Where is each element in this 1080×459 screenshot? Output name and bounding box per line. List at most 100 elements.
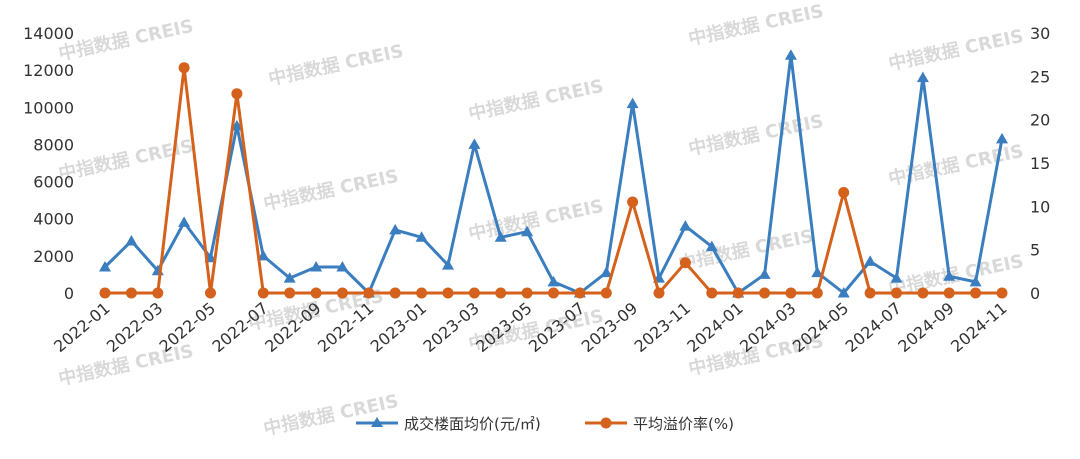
data-point-premium-rate: [627, 196, 639, 208]
data-point-floor-price: [916, 71, 929, 83]
data-point-premium-rate: [125, 287, 137, 299]
legend-item-price: 成交楼面均价(元/㎡): [356, 415, 541, 433]
data-point-premium-rate: [416, 287, 428, 299]
data-point-premium-rate: [996, 287, 1008, 299]
data-point-premium-rate: [442, 287, 454, 299]
legend-circle-marker-icon: [600, 417, 612, 429]
data-point-floor-price: [230, 119, 243, 131]
series-premium-rate: [99, 62, 1008, 299]
right-y-tick-label: 10: [1030, 197, 1050, 216]
data-point-premium-rate: [257, 287, 269, 299]
data-point-floor-price: [310, 261, 323, 272]
left-y-tick-label: 8000: [33, 135, 74, 154]
data-point-premium-rate: [811, 287, 823, 299]
data-point-floor-price: [705, 240, 718, 252]
data-point-premium-rate: [468, 287, 480, 299]
legend-triangle-marker-icon: [371, 417, 383, 427]
data-point-floor-price: [969, 275, 982, 287]
data-point-premium-rate: [679, 257, 691, 269]
data-point-floor-price: [837, 287, 850, 298]
data-point-premium-rate: [970, 287, 982, 299]
left-y-tick-label: 14000: [23, 24, 74, 43]
data-point-premium-rate: [310, 287, 322, 299]
data-point-floor-price: [811, 266, 824, 278]
right-y-tick-label: 20: [1030, 111, 1050, 130]
right-y-tick-label: 0: [1030, 284, 1040, 303]
watermark-text: 中指数据 CREIS: [886, 25, 1025, 75]
x-tick-label: 2024-11: [947, 299, 1010, 357]
x-tick-label: 2023-11: [631, 299, 694, 357]
left-y-tick-label: 6000: [33, 173, 74, 192]
data-point-premium-rate: [891, 287, 902, 299]
left-y-axis: 0 2000 4000 6000 8000 10000 12000 14000: [23, 24, 74, 303]
legend-label-price: 成交楼面均价(元/㎡): [404, 415, 541, 433]
data-point-floor-price: [864, 255, 877, 266]
data-point-premium-rate: [943, 287, 955, 299]
data-point-premium-rate: [759, 287, 771, 299]
data-point-premium-rate: [838, 187, 850, 198]
data-point-floor-price: [494, 231, 507, 242]
right-y-tick-label: 25: [1030, 67, 1050, 86]
data-point-floor-price: [679, 220, 692, 231]
x-tick-label: 2024-01: [683, 299, 746, 357]
data-point-premium-rate: [152, 287, 164, 299]
data-point-premium-rate: [548, 287, 559, 299]
data-point-floor-price: [389, 223, 402, 235]
left-y-tick-label: 12000: [23, 61, 74, 80]
right-y-tick-label: 15: [1030, 154, 1050, 173]
data-point-premium-rate: [363, 287, 375, 299]
data-point-floor-price: [626, 97, 639, 109]
data-point-floor-price: [758, 268, 771, 279]
data-point-premium-rate: [284, 287, 296, 299]
data-point-floor-price: [283, 272, 296, 283]
left-y-tick-label: 0: [64, 284, 74, 303]
data-point-premium-rate: [178, 62, 190, 74]
data-point-floor-price: [178, 216, 191, 227]
watermark-text: 中指数据 CREIS: [56, 15, 195, 65]
data-point-premium-rate: [864, 287, 876, 299]
data-point-premium-rate: [495, 287, 507, 299]
right-y-tick-label: 5: [1030, 241, 1040, 260]
data-point-floor-price: [125, 235, 138, 246]
watermark-text: 中指数据 CREIS: [676, 225, 815, 275]
data-point-premium-rate: [99, 287, 111, 299]
watermark-text: 中指数据 CREIS: [266, 40, 405, 90]
data-point-floor-price: [784, 49, 797, 60]
data-point-premium-rate: [600, 287, 612, 299]
data-point-floor-price: [547, 275, 560, 287]
data-point-floor-price: [521, 225, 534, 237]
data-point-floor-price: [600, 266, 613, 278]
data-point-floor-price: [890, 272, 903, 283]
data-point-premium-rate: [231, 88, 243, 100]
data-point-premium-rate: [706, 287, 718, 299]
watermark-text: 中指数据 CREIS: [886, 140, 1025, 190]
x-tick-label: 2024-07: [842, 299, 905, 357]
data-point-premium-rate: [205, 287, 216, 299]
data-point-premium-rate: [653, 287, 665, 299]
series-floor-price: [99, 49, 1008, 298]
data-point-premium-rate: [917, 287, 929, 299]
legend: 成交楼面均价(元/㎡) 平均溢价率(%): [356, 415, 734, 433]
watermark-text: 中指数据 CREIS: [466, 195, 605, 245]
right-y-axis: 0 5 10 15 20 25 30: [1030, 24, 1050, 303]
watermark-text: 中指数据 CREIS: [466, 75, 605, 125]
legend-label-premium: 平均溢价率(%): [633, 415, 734, 433]
data-point-premium-rate: [521, 287, 533, 299]
data-point-floor-price: [442, 259, 454, 270]
x-tick-label: 2022-01: [50, 299, 113, 357]
watermark-text: 中指数据 CREIS: [686, 110, 825, 160]
legend-item-premium: 平均溢价率(%): [585, 415, 734, 433]
watermark-text: 中指数据 CREIS: [261, 165, 400, 215]
data-point-premium-rate: [574, 287, 586, 299]
data-point-floor-price: [415, 231, 428, 242]
left-y-tick-label: 10000: [23, 98, 74, 117]
watermark-text: 中指数据 CREIS: [261, 390, 400, 440]
data-point-floor-price: [257, 249, 270, 261]
data-point-floor-price: [943, 270, 956, 281]
watermark-text: 中指数据 CREIS: [686, 0, 825, 50]
left-y-tick-label: 2000: [33, 247, 74, 266]
data-point-premium-rate: [785, 287, 797, 299]
series-layer: [99, 49, 1008, 299]
right-y-tick-label: 30: [1030, 24, 1050, 43]
